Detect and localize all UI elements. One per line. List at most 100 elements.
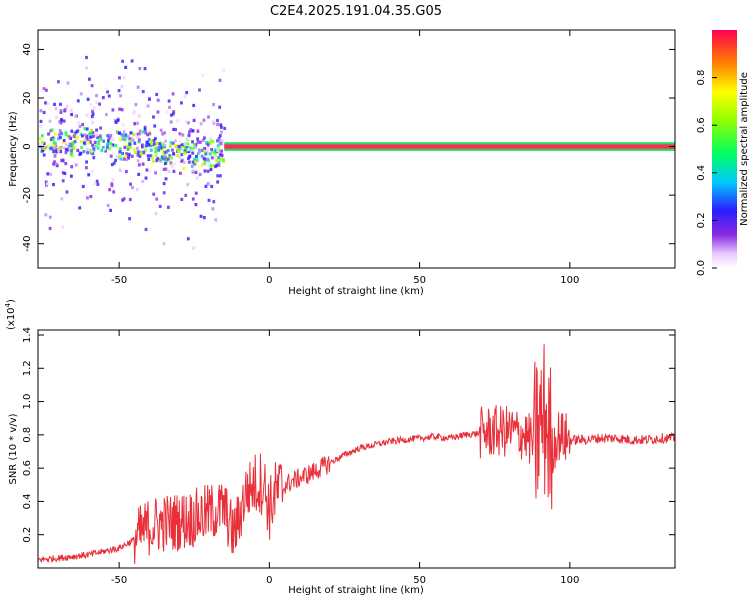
snr-ytick-label: 0.8 xyxy=(22,427,33,443)
spectrogram-cell xyxy=(196,137,200,141)
spectrogram-cell xyxy=(55,148,58,152)
spectrogram-cell xyxy=(154,211,158,216)
spectrogram-cell xyxy=(142,150,146,154)
spectrogram-cell xyxy=(95,94,98,98)
spectrogram-cell xyxy=(89,103,93,107)
spectrogram-cell xyxy=(186,142,189,146)
spectrogram-cell xyxy=(187,156,190,160)
spectrogram-cell xyxy=(96,182,100,186)
spectrogram-cell xyxy=(208,152,212,156)
spectrogram-cell xyxy=(140,152,143,156)
spectrogram-cell xyxy=(109,208,112,212)
spectrogram-cell xyxy=(203,147,206,151)
spectrogram-cell xyxy=(91,109,94,113)
spectrogram-cell xyxy=(65,190,69,194)
spectrogram-cell xyxy=(136,132,140,136)
spectrogram-cell xyxy=(42,110,46,115)
snr-multiplier-exp: 4 xyxy=(4,302,12,307)
spectrogram-cell xyxy=(82,150,86,154)
spectrogram-cell xyxy=(38,142,42,146)
spectrogram-cell xyxy=(125,144,129,148)
spectrogram-cell xyxy=(87,173,91,177)
spectrogram-cell xyxy=(109,141,112,145)
spectrogram-cell xyxy=(42,153,46,157)
spectrogram-ytick-label: 0 xyxy=(22,143,33,149)
snr-ticks: -50 0 50 100 0.2 0.4 0.6 0.8 1.0 1.2 1.4 xyxy=(22,327,675,586)
spectrogram-cell xyxy=(208,141,212,145)
spectrogram-cell xyxy=(48,119,52,123)
spectrogram-cell xyxy=(195,154,198,158)
spectrogram-cell xyxy=(132,110,136,114)
spectrogram-cell xyxy=(61,159,65,163)
spectrogram-cell xyxy=(194,170,198,174)
spectrogram-cell xyxy=(69,108,73,112)
colorbar-scale xyxy=(712,30,737,268)
spectrogram-cell xyxy=(136,153,140,157)
spectrogram-cell xyxy=(206,169,210,173)
spectrogram-cell xyxy=(178,140,182,144)
spectrogram-cell xyxy=(169,141,173,145)
spectrogram-cell xyxy=(149,154,153,158)
spectrogram-cell xyxy=(116,118,120,122)
spectrogram-cell xyxy=(209,139,213,143)
spectrogram-cell xyxy=(117,89,121,93)
spectrogram-cell xyxy=(208,136,212,140)
spectrogram-cell xyxy=(55,164,59,168)
spectrogram-cell xyxy=(53,154,57,158)
spectrogram-cell xyxy=(223,126,227,130)
spectrogram-cell xyxy=(116,130,120,134)
spectrogram-cell xyxy=(81,184,85,189)
spectrogram-cell xyxy=(132,147,136,151)
spectrogram-frame xyxy=(37,29,676,269)
spectrogram-cell xyxy=(169,120,173,124)
spectrogram-cell xyxy=(162,191,166,195)
spectrogram-xtick-label: 0 xyxy=(266,275,272,286)
spectrogram-cell xyxy=(97,140,101,144)
spectrogram-cell xyxy=(42,142,46,146)
spectrogram-cell xyxy=(211,163,215,168)
spectrogram-cell xyxy=(202,118,206,122)
spectrogram-cell xyxy=(53,132,57,136)
spectrogram-ticks: -50 0 50 100 -40 -20 0 20 40 xyxy=(22,30,675,286)
spectrogram-cell xyxy=(124,133,128,137)
spectrogram-cell xyxy=(127,152,131,156)
spectrogram-cell xyxy=(194,145,197,149)
spectrogram-cell xyxy=(93,140,97,144)
spectrogram-cell xyxy=(39,124,43,128)
spectrogram-cell xyxy=(212,200,216,204)
spectrogram-cell xyxy=(188,146,192,150)
spectrogram-cell xyxy=(184,193,188,197)
spectrogram-cell xyxy=(51,138,55,142)
spectrogram-cell xyxy=(91,130,95,135)
spectrogram-cell xyxy=(211,207,215,211)
spectrogram-cell xyxy=(59,102,62,106)
spectrogram-cell xyxy=(93,181,97,186)
spectrogram-cell xyxy=(214,153,217,157)
spectrogram-cell xyxy=(185,91,189,95)
snr-ytick-label: 1.2 xyxy=(22,360,33,376)
spectrogram-ytick-label: 20 xyxy=(22,92,33,105)
spectrogram-cell xyxy=(115,154,119,158)
spectrogram-cell xyxy=(74,114,77,118)
spectrogram-cell xyxy=(137,135,141,139)
spectrogram-cell xyxy=(194,203,198,207)
spectrogram-cell xyxy=(98,102,101,106)
spectrogram-cell xyxy=(145,140,149,144)
spectrogram-cell xyxy=(196,152,200,156)
spectrogram-cell xyxy=(108,188,112,192)
spectrogram-cell xyxy=(141,143,144,147)
spectrogram-cell xyxy=(52,183,55,187)
spectrogram-cell xyxy=(219,174,222,178)
spectrogram-cell xyxy=(183,160,186,165)
spectrogram-cell xyxy=(65,104,69,109)
spectrogram-cell xyxy=(191,169,195,173)
spectrogram-cell xyxy=(176,148,180,152)
spectrogram-cell xyxy=(183,149,187,153)
spectrogram-cell xyxy=(55,150,58,154)
spectrogram-cell xyxy=(186,237,190,241)
spectrogram-cell xyxy=(144,176,148,180)
spectrogram-cell xyxy=(216,139,219,143)
snr-multiplier-close: ) xyxy=(6,299,17,303)
spectrogram-cell xyxy=(52,136,56,140)
spectrogram-cell xyxy=(110,184,114,188)
